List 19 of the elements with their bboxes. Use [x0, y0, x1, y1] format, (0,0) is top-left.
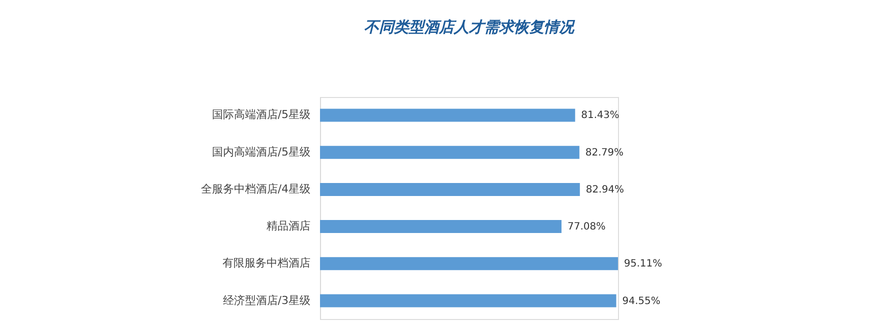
y-tick-label: 全服务中档酒店/4星级 [200, 182, 310, 196]
chart-title: 不同类型酒店人才需求恢复情况 [364, 18, 576, 36]
y-tick-label: 经济型酒店/3星级 [222, 294, 310, 307]
bar [320, 182, 580, 196]
data-label: 77.08% [568, 222, 606, 233]
y-tick-label: 国际高端酒店/5星级 [212, 108, 310, 122]
bar [320, 220, 562, 234]
bar [320, 294, 616, 308]
y-tick-label: 国内高端酒店/5星级 [212, 145, 310, 158]
y-tick-label: 精品酒店 [266, 220, 310, 233]
y-tick-label: 有限服务中档酒店 [222, 256, 310, 270]
bar [320, 257, 618, 270]
data-label: 81.43% [581, 110, 620, 122]
bar [320, 146, 580, 159]
data-label: 82.79% [585, 147, 624, 158]
data-label: 82.94% [586, 184, 624, 196]
data-label: 94.55% [622, 296, 660, 307]
bar [320, 108, 576, 122]
data-label: 95.11% [624, 258, 662, 270]
